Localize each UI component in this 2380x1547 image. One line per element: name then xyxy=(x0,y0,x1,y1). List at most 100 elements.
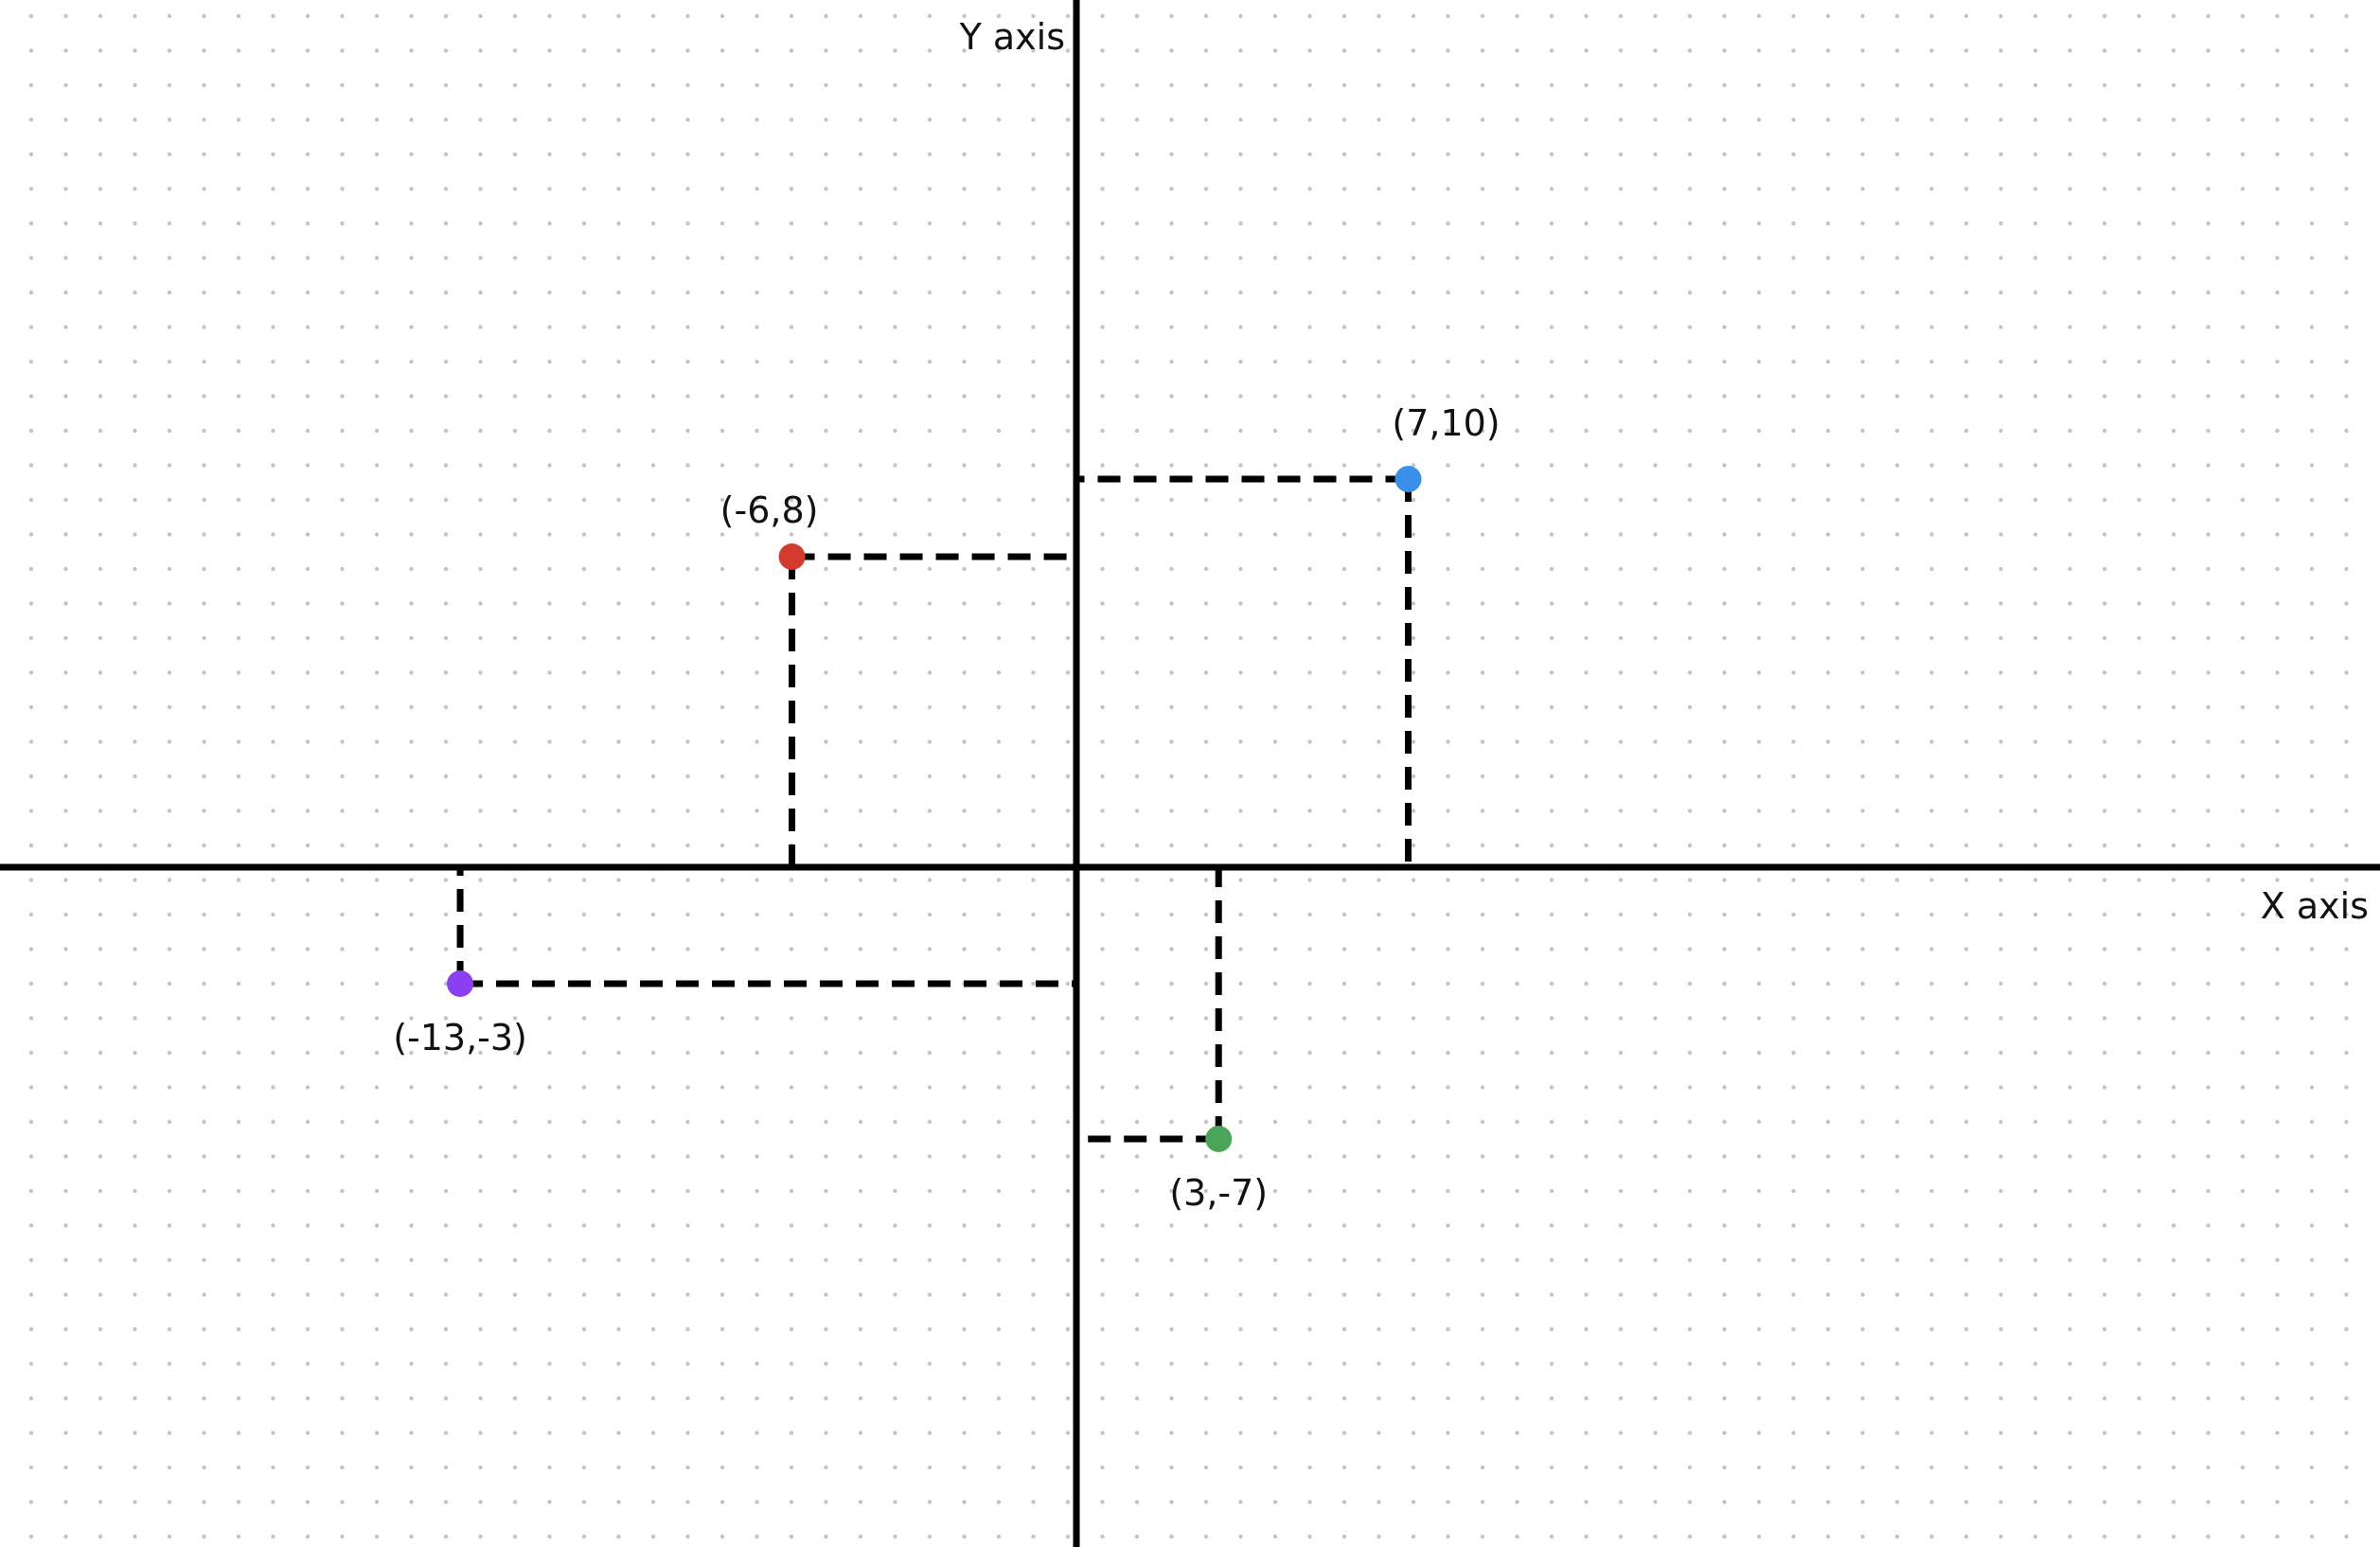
grid-dot xyxy=(1376,1534,1381,1539)
grid-dot xyxy=(547,117,552,122)
grid-dot xyxy=(2137,463,2141,468)
grid-dot xyxy=(719,1534,725,1539)
grid-dot xyxy=(1894,1050,1900,1056)
grid-dot xyxy=(409,1326,414,1332)
grid-dot xyxy=(2344,1154,2349,1159)
grid-dot xyxy=(1791,878,1796,882)
grid-dot xyxy=(2240,878,2246,882)
grid-dot xyxy=(893,151,897,157)
grid-dot xyxy=(996,1154,1002,1159)
grid-dot xyxy=(1100,532,1105,537)
grid-dot xyxy=(409,359,414,365)
grid-dot xyxy=(1756,256,1762,260)
grid-dot xyxy=(927,947,932,951)
grid-dot xyxy=(1549,1119,1554,1125)
grid-dot xyxy=(1825,1188,1831,1194)
grid-dot xyxy=(1376,1119,1381,1125)
grid-dot xyxy=(202,739,206,744)
grid-dot xyxy=(1791,463,1796,468)
grid-dot xyxy=(236,1085,241,1090)
grid-dot xyxy=(133,151,137,157)
grid-dot xyxy=(1238,843,1243,848)
grid-dot xyxy=(1134,1050,1140,1056)
grid-dot xyxy=(1307,1431,1312,1435)
grid-dot xyxy=(650,497,656,503)
grid-dot xyxy=(1653,532,1658,537)
grid-dot xyxy=(2068,843,2072,848)
grid-dot xyxy=(1515,394,1519,399)
grid-dot xyxy=(1584,635,1589,641)
grid-dot xyxy=(1134,1223,1140,1228)
grid-dot xyxy=(1825,497,1831,503)
grid-dot xyxy=(1065,981,1071,987)
grid-dot xyxy=(1238,1326,1243,1332)
grid-dot xyxy=(2102,1223,2107,1228)
grid-dot xyxy=(478,1500,483,1504)
grid-dot xyxy=(616,13,621,19)
grid-dot xyxy=(1272,566,1278,572)
grid-dot xyxy=(1825,151,1831,157)
grid-dot xyxy=(1169,290,1174,295)
grid-dot xyxy=(650,739,656,744)
grid-dot xyxy=(1100,566,1105,572)
grid-dot xyxy=(1203,82,1209,88)
grid-dot xyxy=(1963,221,1969,226)
grid-dot xyxy=(98,843,103,848)
grid-dot xyxy=(2033,394,2038,399)
grid-dot xyxy=(996,843,1002,848)
grid-dot xyxy=(2033,325,2038,329)
grid-dot xyxy=(2171,739,2176,744)
grid-dot xyxy=(824,394,828,399)
grid-dot xyxy=(2137,1119,2141,1125)
grid-dot xyxy=(824,809,828,813)
grid-dot xyxy=(1515,1188,1519,1194)
grid-dot xyxy=(858,117,863,122)
grid-dot xyxy=(893,1500,897,1504)
grid-dot xyxy=(719,463,725,468)
grid-dot xyxy=(1515,1223,1519,1228)
grid-dot xyxy=(1065,1500,1071,1504)
grid-dot xyxy=(1998,1223,2003,1228)
grid-dot xyxy=(63,1050,68,1056)
grid-dot xyxy=(1203,912,1209,917)
grid-dot xyxy=(1134,497,1140,503)
grid-dot xyxy=(1065,704,1071,710)
grid-dot xyxy=(1203,221,1209,226)
grid-dot xyxy=(1480,1154,1485,1159)
grid-dot xyxy=(685,670,690,675)
grid-dot xyxy=(2309,981,2315,987)
grid-dot xyxy=(858,1361,863,1366)
grid-dot xyxy=(1687,1188,1693,1194)
grid-dot xyxy=(1100,947,1105,951)
grid-dot xyxy=(2206,670,2211,675)
grid-dot xyxy=(374,13,380,19)
grid-dot xyxy=(858,1326,863,1332)
grid-dot xyxy=(1272,1223,1278,1228)
grid-dot xyxy=(2137,1326,2141,1332)
grid-dot xyxy=(927,1292,932,1297)
grid-dot xyxy=(98,878,103,882)
grid-dot xyxy=(547,325,552,329)
grid-dot xyxy=(927,359,932,365)
grid-dot xyxy=(1929,912,1934,917)
grid-dot xyxy=(1376,809,1381,813)
grid-dot xyxy=(2309,947,2315,951)
grid-dot xyxy=(2068,82,2072,88)
grid-dot xyxy=(2171,187,2176,191)
grid-dot xyxy=(2206,1361,2211,1366)
grid-dot xyxy=(512,256,518,260)
grid-dot xyxy=(2137,117,2141,122)
grid-dot xyxy=(1341,878,1347,882)
grid-dot xyxy=(305,1050,311,1056)
grid-dot xyxy=(340,1361,345,1366)
grid-dot xyxy=(1411,428,1416,434)
grid-dot xyxy=(616,394,621,399)
grid-dot xyxy=(1100,256,1105,260)
grid-dot xyxy=(789,1154,794,1159)
y-axis-label: Y axis xyxy=(959,16,1065,58)
grid-dot xyxy=(1515,1396,1519,1401)
grid-dot xyxy=(1238,739,1243,744)
grid-dot xyxy=(1791,428,1796,434)
grid-dot xyxy=(98,1292,103,1297)
grid-dot xyxy=(2240,1223,2246,1228)
